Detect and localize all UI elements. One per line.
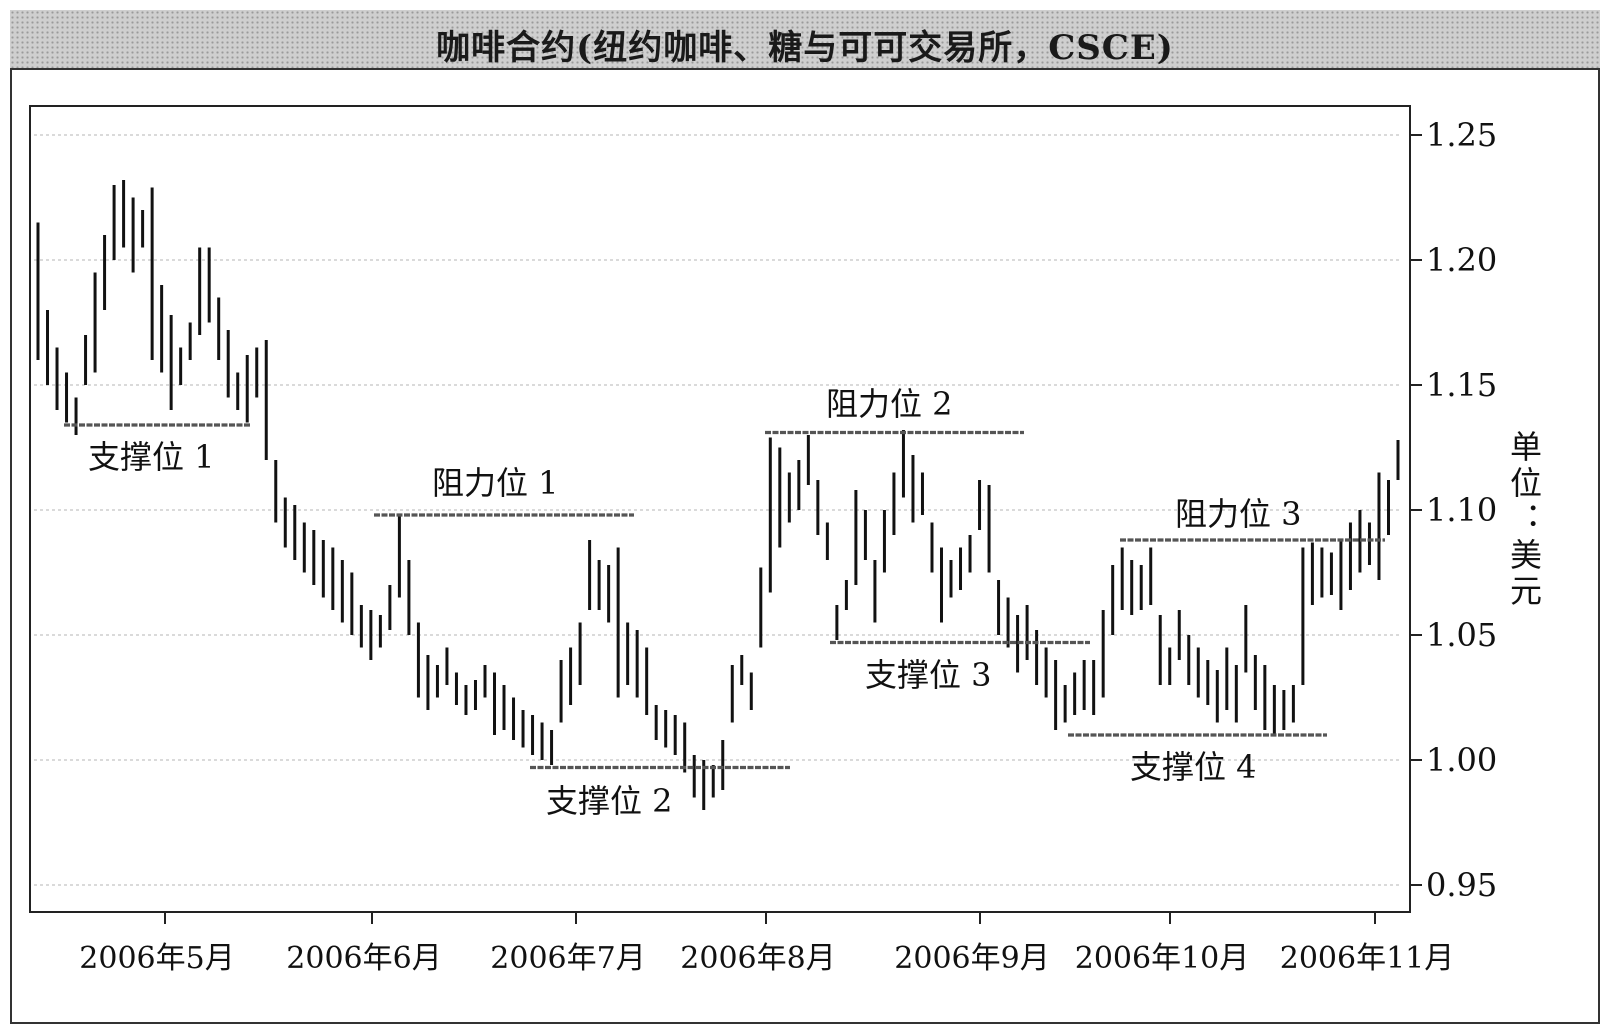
support-resistance-lines: 支撑位 1 阻力位 1 支撑位 2 阻力位 2 支撑位 3 支撑位 4 阻力位 3 xyxy=(64,385,1385,820)
x-tick-label: 2006年7月 xyxy=(490,941,645,976)
axes: 1.25 1.20 1.15 1.10 1.05 1.00 0.95 2006年5月 2006年… xyxy=(79,116,1543,976)
support-label: 支撑位 1 xyxy=(88,438,215,476)
y-tick-label: 1.00 xyxy=(1426,741,1497,779)
x-tick-label: 2006年5月 xyxy=(79,941,234,976)
y-tick-label: 0.95 xyxy=(1426,866,1497,904)
x-tick-label: 2006年10月 xyxy=(1075,941,1250,976)
x-tick-label: 2006年8月 xyxy=(680,941,835,976)
y-axis-label: 单位：美元 xyxy=(1505,430,1543,610)
y-tick-label: 1.10 xyxy=(1426,491,1497,529)
y-tick-label: 1.15 xyxy=(1426,366,1497,404)
x-tick-label: 2006年11月 xyxy=(1280,941,1455,976)
resistance-label: 阻力位 3 xyxy=(1175,495,1302,533)
y-tick-label: 1.20 xyxy=(1426,241,1497,279)
x-tick-label: 2006年6月 xyxy=(286,941,441,976)
support-label: 支撑位 3 xyxy=(865,656,992,694)
resistance-label: 阻力位 2 xyxy=(826,385,953,423)
chart-title: 咖啡合约(纽约咖啡、糖与可可交易所，CSCE) xyxy=(436,28,1174,68)
y-tick-label: 1.05 xyxy=(1426,616,1497,654)
title-bar: 咖啡合约(纽约咖啡、糖与可可交易所，CSCE) xyxy=(10,10,1600,70)
resistance-label: 阻力位 1 xyxy=(432,464,559,502)
price-bars xyxy=(36,180,1400,810)
y-tick-label: 1.25 xyxy=(1426,116,1497,154)
support-label: 支撑位 2 xyxy=(546,782,673,820)
support-label: 支撑位 4 xyxy=(1130,748,1257,786)
x-tick-label: 2006年9月 xyxy=(894,941,1049,976)
